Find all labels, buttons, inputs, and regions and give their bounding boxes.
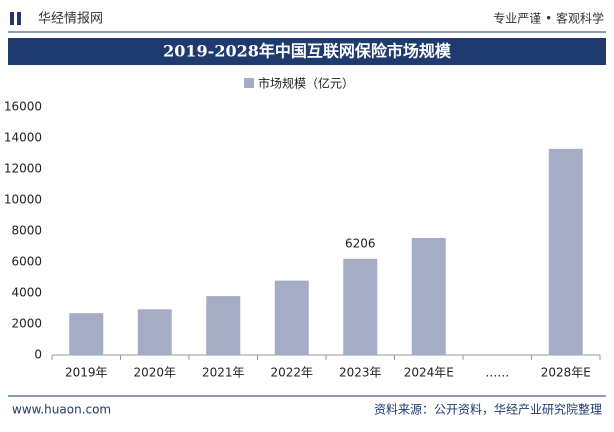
y-tick-label: 2000 bbox=[11, 317, 42, 331]
x-tick-label: 2028年E bbox=[541, 366, 591, 380]
legend-label: 市场规模（亿元） bbox=[258, 76, 354, 91]
y-tick-label: 6000 bbox=[11, 255, 42, 269]
x-tick-label: 2024年E bbox=[404, 366, 454, 380]
y-tick-label: 8000 bbox=[11, 224, 42, 238]
bar bbox=[548, 148, 583, 355]
title-banner bbox=[8, 38, 606, 65]
x-tick-label: 2021年 bbox=[202, 366, 245, 380]
bar bbox=[137, 309, 172, 355]
footer-source: 资料来源：公开资料，华经产业研究院整理 bbox=[374, 402, 602, 417]
x-tick-label: 2023年 bbox=[339, 366, 382, 380]
logo-bar bbox=[10, 12, 14, 25]
bar bbox=[274, 280, 309, 355]
x-tick-label: 2019年 bbox=[65, 366, 108, 380]
y-tick-label: 16000 bbox=[4, 100, 42, 114]
site-name: 华经情报网 bbox=[38, 12, 103, 27]
y-tick-label: 12000 bbox=[4, 162, 42, 176]
x-tick-label: 2020年 bbox=[133, 366, 176, 380]
y-tick-label: 14000 bbox=[4, 131, 42, 145]
footer-url: www.huaon.com bbox=[12, 403, 111, 417]
y-tick-label: 4000 bbox=[11, 286, 42, 300]
y-tick-label: 10000 bbox=[4, 193, 42, 207]
data-label: 6206 bbox=[345, 236, 376, 250]
y-tick-label: 0 bbox=[34, 348, 42, 362]
legend-swatch bbox=[244, 78, 254, 88]
bar bbox=[343, 258, 378, 355]
bar bbox=[69, 313, 104, 355]
x-tick-label: 2022年 bbox=[270, 366, 313, 380]
logo-bar bbox=[17, 12, 21, 25]
bar bbox=[411, 237, 446, 355]
x-tick-label: …… bbox=[485, 366, 509, 380]
slogan: 专业严谨 • 客观科学 bbox=[493, 11, 604, 26]
chart-title: 2019-2028年中国互联网保险市场规模 bbox=[163, 42, 452, 61]
bar bbox=[206, 296, 241, 355]
